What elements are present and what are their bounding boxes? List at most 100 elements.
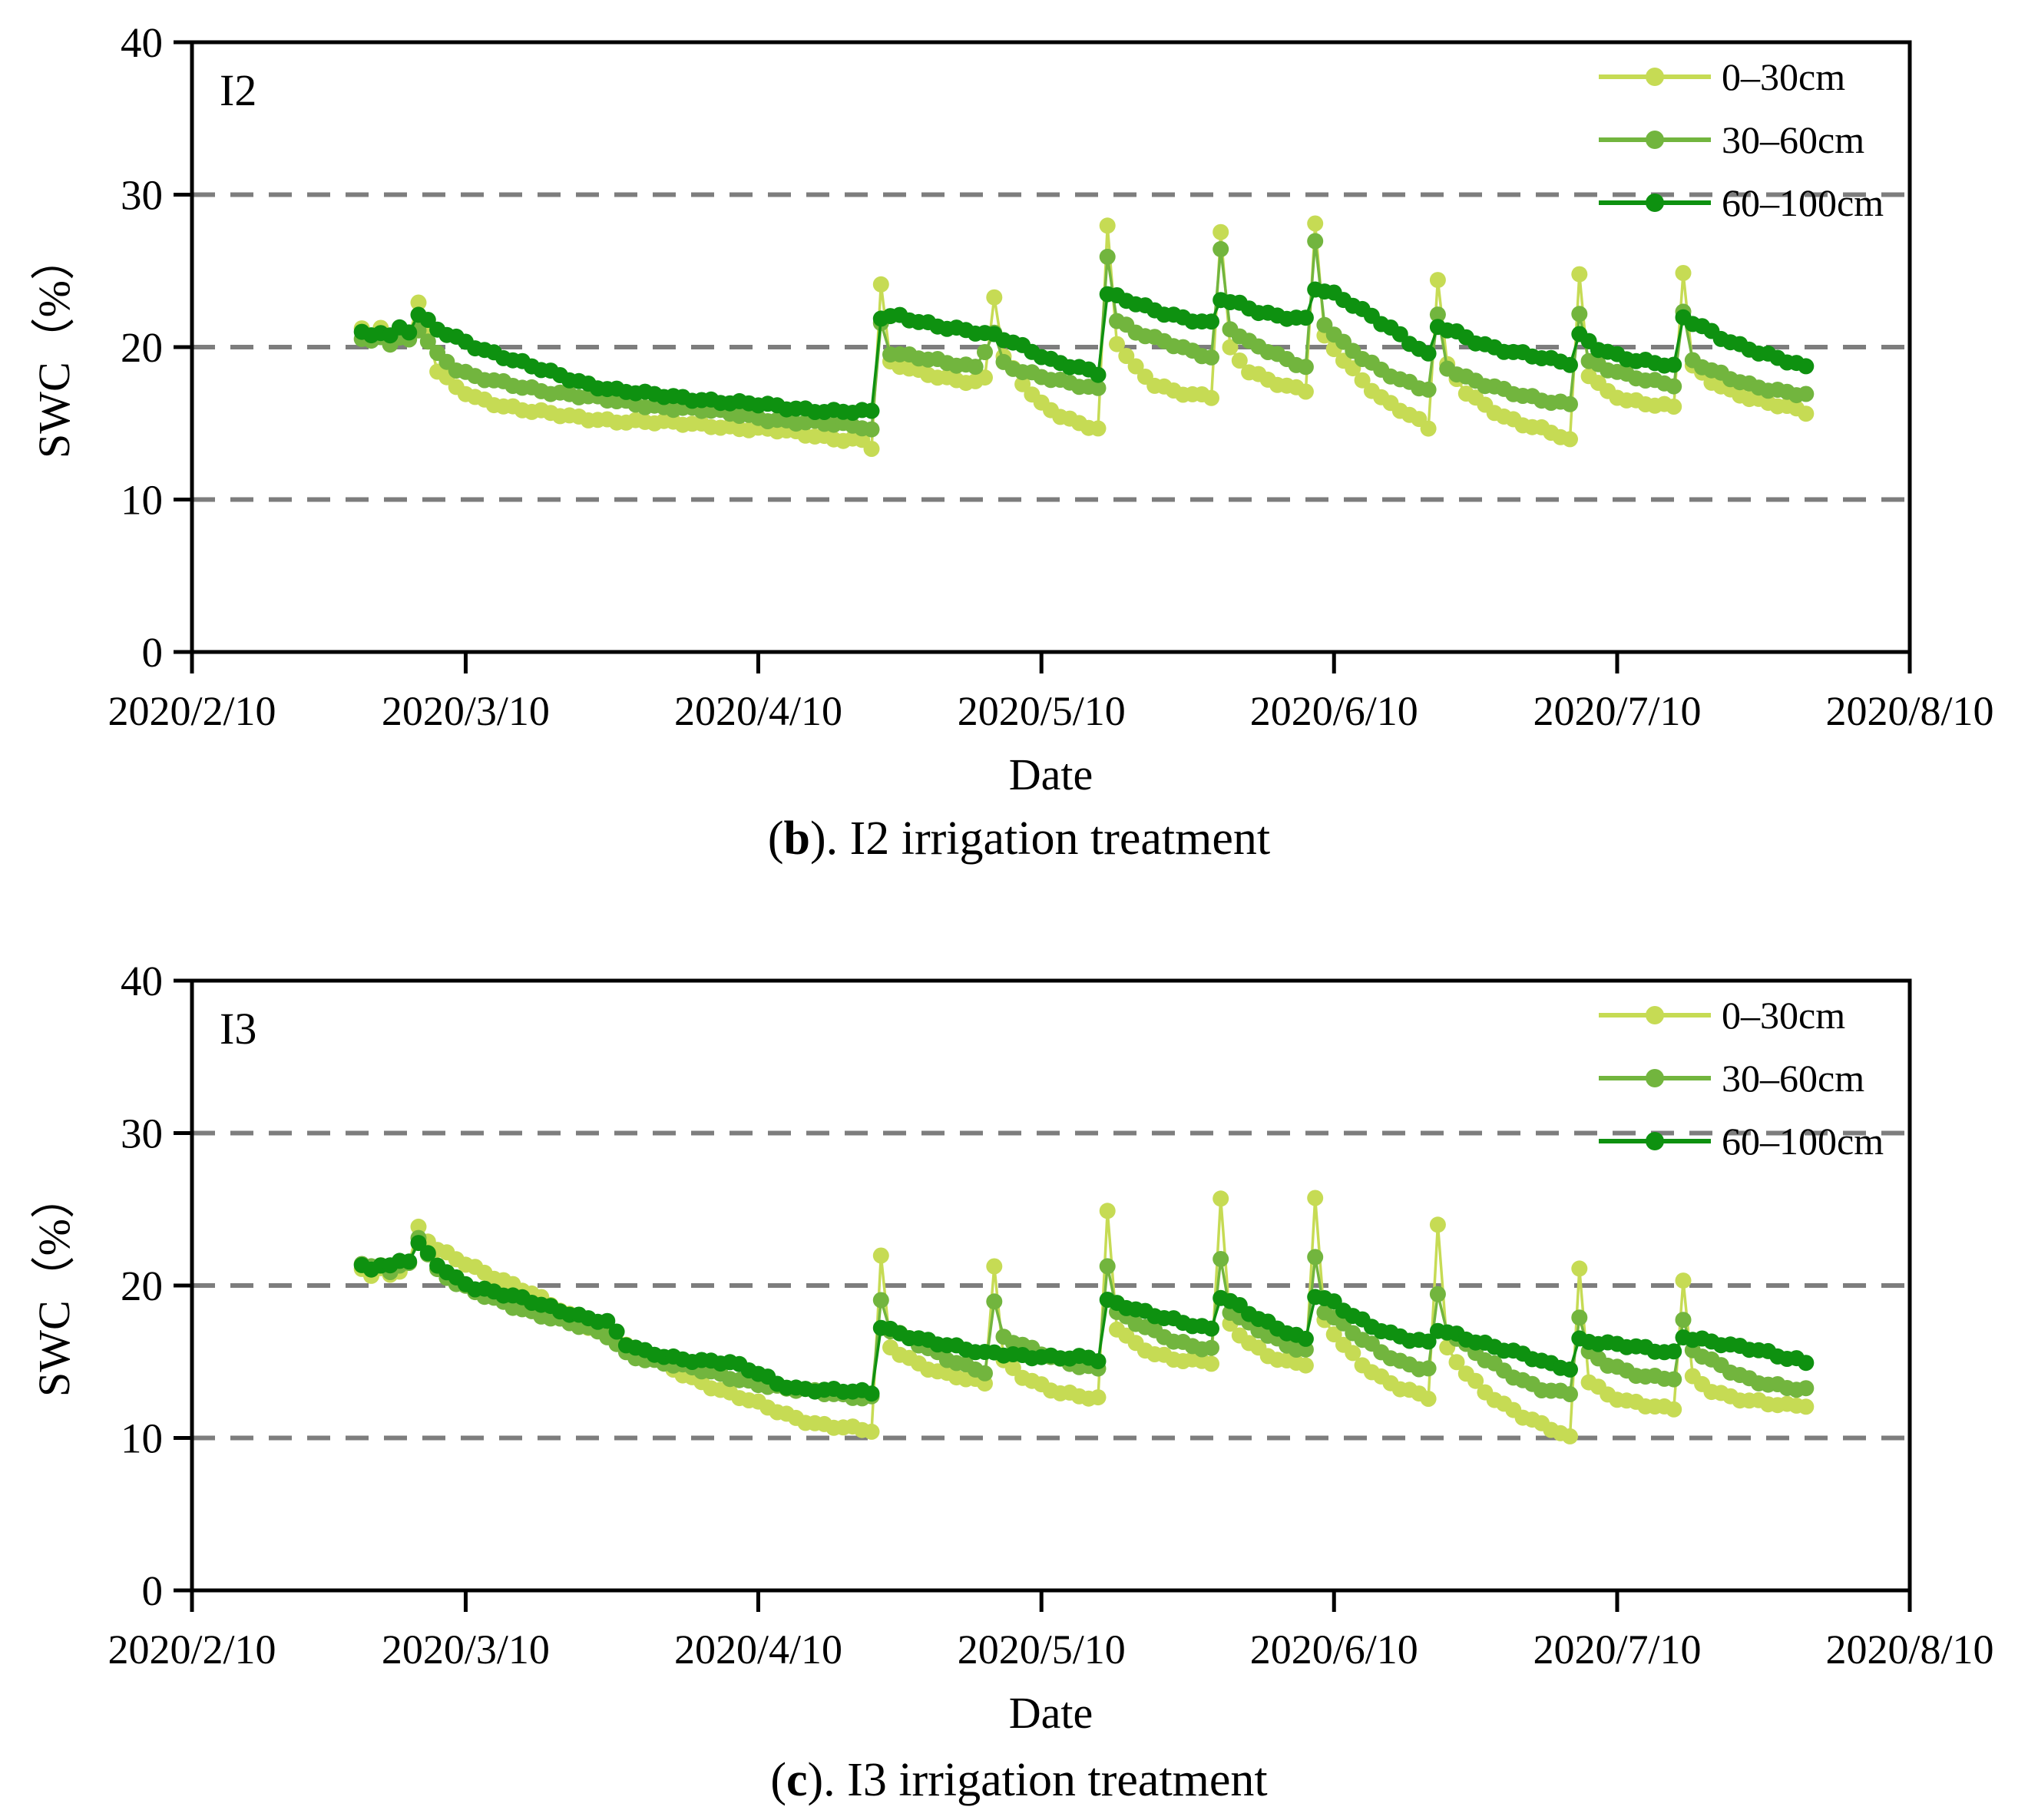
data-point bbox=[1090, 420, 1107, 437]
data-point bbox=[1307, 1249, 1324, 1266]
data-point bbox=[1297, 1330, 1314, 1347]
data-point bbox=[1798, 1398, 1815, 1415]
data-point bbox=[1090, 366, 1107, 383]
data-point bbox=[872, 276, 889, 293]
data-point bbox=[1798, 1355, 1815, 1372]
y-tick-label-10: 10 bbox=[121, 477, 163, 524]
x-tick-label-6: 2020/8/10 bbox=[1825, 1626, 1993, 1673]
data-point bbox=[977, 1365, 993, 1382]
data-point bbox=[599, 1312, 616, 1329]
x-tick-label-2: 2020/4/10 bbox=[674, 1626, 842, 1673]
legend-marker bbox=[1646, 1069, 1664, 1087]
data-point bbox=[1666, 1401, 1682, 1418]
legend-item-30-60cm: 30–60cm bbox=[1599, 118, 1864, 161]
data-point bbox=[1666, 1343, 1682, 1360]
data-point bbox=[410, 294, 427, 311]
legend-item-0-30cm: 0–30cm bbox=[1599, 55, 1845, 98]
data-point bbox=[1420, 420, 1437, 437]
data-point bbox=[1203, 389, 1219, 406]
x-tick-label-2: 2020/4/10 bbox=[674, 688, 842, 734]
data-point bbox=[1666, 399, 1682, 415]
legend-label: 0–30cm bbox=[1722, 55, 1845, 98]
data-point bbox=[1297, 383, 1314, 400]
series-60-100cm bbox=[353, 281, 1815, 421]
data-point bbox=[1307, 215, 1324, 232]
data-point bbox=[419, 333, 436, 350]
data-point bbox=[1099, 1258, 1116, 1275]
legend: 0–30cm 30–60cm 60–100cm bbox=[1599, 994, 1884, 1163]
i3-chart: 0 10 20 30 40 2020/2/10 2020/3/10 2020/4/10 2020… bbox=[29, 958, 1994, 1738]
x-tick-label-3: 2020/5/10 bbox=[958, 1626, 1126, 1673]
data-point bbox=[1325, 1326, 1342, 1343]
data-point bbox=[1297, 309, 1314, 326]
data-point bbox=[1562, 431, 1578, 448]
data-point bbox=[986, 289, 1003, 306]
data-point bbox=[863, 1423, 880, 1440]
data-point bbox=[863, 421, 880, 438]
y-axis-title: SWC（%） bbox=[29, 236, 79, 458]
data-point bbox=[1420, 1391, 1437, 1407]
data-point bbox=[863, 1385, 880, 1402]
data-point bbox=[1090, 379, 1107, 396]
panel-label: I2 bbox=[220, 65, 256, 115]
i2-chart: 0 10 20 30 40 2020/2/10 2020/3/10 2020/4/10 2020… bbox=[29, 19, 1994, 799]
panel-label: I3 bbox=[220, 1004, 256, 1054]
x-tick-label-5: 2020/7/10 bbox=[1533, 1626, 1701, 1673]
data-point bbox=[1666, 356, 1682, 373]
data-point bbox=[1213, 1251, 1229, 1267]
legend-marker bbox=[1646, 194, 1664, 212]
legend-marker bbox=[1646, 131, 1664, 149]
data-point bbox=[1109, 336, 1125, 352]
data-point bbox=[1203, 1339, 1219, 1356]
data-point bbox=[1571, 266, 1588, 283]
legend-marker bbox=[1646, 1132, 1664, 1150]
legend-label: 60–100cm bbox=[1722, 181, 1884, 224]
data-point bbox=[1666, 378, 1682, 395]
caption-panel-c: (c). I3 irrigation treatment bbox=[770, 1754, 1267, 1806]
x-tick-label-4: 2020/6/10 bbox=[1250, 688, 1418, 734]
data-point bbox=[1675, 1272, 1692, 1289]
data-point bbox=[1127, 358, 1144, 375]
y-tick-label-40: 40 bbox=[121, 19, 163, 66]
x-tick-label-6: 2020/8/10 bbox=[1825, 688, 1993, 734]
legend-label: 60–100cm bbox=[1722, 1120, 1884, 1163]
y-tick-label-0: 0 bbox=[142, 629, 164, 676]
data-point bbox=[1420, 345, 1437, 362]
data-point bbox=[1231, 352, 1248, 369]
data-point bbox=[1354, 372, 1371, 389]
data-point bbox=[1099, 217, 1116, 234]
data-point bbox=[1562, 356, 1578, 373]
data-point bbox=[1675, 1312, 1692, 1329]
y-tick-label-30: 30 bbox=[121, 172, 163, 219]
data-point bbox=[1429, 272, 1446, 289]
y-tick-label-0: 0 bbox=[142, 1567, 164, 1614]
legend-marker bbox=[1646, 1006, 1664, 1024]
y-tick-label-30: 30 bbox=[121, 1110, 163, 1157]
y-tick-label-10: 10 bbox=[121, 1415, 163, 1462]
data-point bbox=[1213, 240, 1229, 257]
data-point bbox=[1562, 1386, 1578, 1402]
data-point bbox=[1420, 1333, 1437, 1350]
data-point bbox=[1798, 1380, 1815, 1397]
data-point bbox=[967, 359, 984, 376]
data-point bbox=[1448, 1354, 1465, 1371]
data-point bbox=[1429, 1286, 1446, 1302]
x-tick-label-1: 2020/3/10 bbox=[382, 1626, 550, 1673]
caption-panel-b: (b). I2 irrigation treatment bbox=[768, 812, 1270, 865]
data-point bbox=[1562, 395, 1578, 412]
x-tick-label-0: 2020/2/10 bbox=[108, 1626, 276, 1673]
data-point bbox=[1467, 1372, 1484, 1389]
data-point bbox=[401, 1253, 418, 1270]
data-point bbox=[1571, 1309, 1588, 1326]
data-point bbox=[1798, 358, 1815, 375]
data-point bbox=[863, 402, 880, 419]
series-60-100cm bbox=[353, 1235, 1815, 1402]
data-point bbox=[872, 1247, 889, 1264]
data-point bbox=[1099, 1203, 1116, 1219]
y-axis-title: SWC（%） bbox=[29, 1174, 79, 1397]
legend-label: 30–60cm bbox=[1722, 118, 1864, 161]
data-point bbox=[1222, 339, 1239, 356]
data-point bbox=[410, 1218, 427, 1235]
